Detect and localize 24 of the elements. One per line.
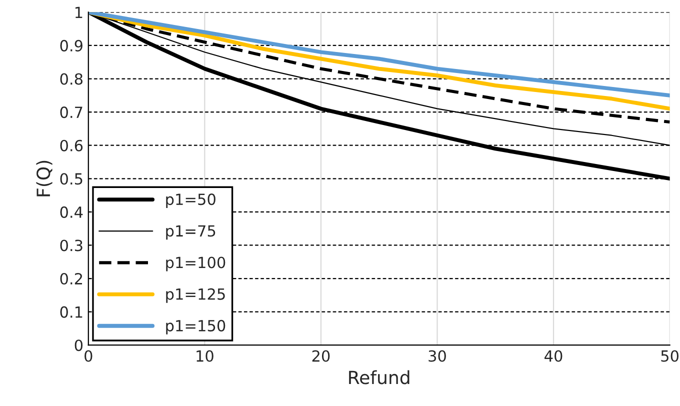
y-tick-label: 0.3 [60,240,82,252]
y-tick-label: 0.8 [60,73,82,85]
legend-label: p1=50 [166,194,216,208]
legend-label: p1=125 [166,288,225,303]
legend-label: p1=100 [166,256,226,272]
x-tick-label: 0 [84,350,92,362]
x-tick-label: 10 [196,350,214,362]
x-axis-title: Refund [349,370,410,384]
x-tick-label: 20 [312,350,330,362]
x-tick-label: 50 [661,350,679,362]
y-tick-label: 1 [75,6,82,18]
x-tick-label: 40 [544,350,562,362]
y-tick-label: 0.2 [60,272,82,285]
y-tick-label: 0.7 [60,106,82,118]
legend-label: p1=150 [166,320,226,334]
y-tick-label: 0.4 [60,206,83,218]
y-axis-title: F(Q) [36,160,52,196]
y-tick-label: 0.5 [60,173,82,185]
legend-label: p1=75 [166,225,216,240]
y-tick-label: 0.9 [60,40,82,52]
y-tick-label: 0.6 [60,140,83,152]
y-tick-label: 0 [74,340,83,352]
y-tick-label: 0.1 [60,306,82,318]
x-tick-label: 30 [428,350,446,362]
